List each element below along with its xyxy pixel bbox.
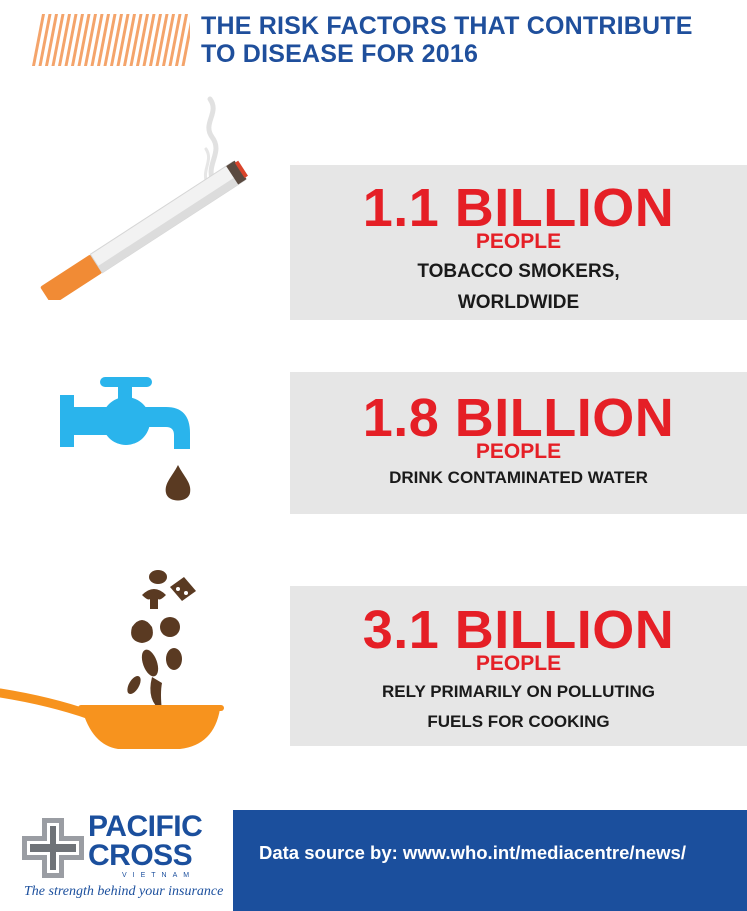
stat-description-line-1: TOBACCO SMOKERS, bbox=[417, 261, 620, 282]
logo-tagline: The strength behind your insurance bbox=[24, 884, 224, 899]
cigarette-icon bbox=[40, 96, 248, 300]
stripe bbox=[103, 14, 117, 66]
stat-description-line-2: FUELS FOR COOKING bbox=[427, 712, 610, 731]
stripe bbox=[162, 14, 175, 66]
stripe bbox=[110, 14, 123, 66]
stat-description-line-1: DRINK CONTAMINATED WATER bbox=[389, 468, 648, 487]
logo-wordmark: PACIFIC CROSS bbox=[88, 810, 203, 872]
page-title: THE RISK FACTORS THAT CONTRIBUTE TO DISE… bbox=[201, 12, 731, 68]
stripe bbox=[136, 14, 149, 66]
stat-unit: PEOPLE bbox=[475, 652, 562, 675]
logo-name-line-2: CROSS bbox=[88, 839, 193, 872]
footer-source-bar: Data source by: www.who.int/mediacentre/… bbox=[233, 810, 747, 911]
stat-value: 3.1 BILLION bbox=[362, 600, 675, 660]
stripe bbox=[168, 14, 182, 66]
cross-logo-icon bbox=[22, 818, 84, 878]
stat-description-line-2: WORLDWIDE bbox=[457, 292, 580, 313]
stripe bbox=[84, 14, 97, 66]
logo-name-line-1: PACIFIC bbox=[88, 810, 203, 843]
stripe bbox=[116, 14, 130, 66]
stat-card-tobacco: 1.1 BILLION PEOPLE TOBACCO SMOKERS, WORL… bbox=[290, 165, 747, 320]
stat-value: 1.8 BILLION bbox=[362, 388, 675, 448]
page-title-line-1: THE RISK FACTORS THAT CONTRIBUTE bbox=[201, 12, 693, 40]
stripe bbox=[155, 14, 169, 66]
decorative-stripes bbox=[32, 14, 190, 66]
frying-pan-icon bbox=[0, 570, 224, 749]
stripe bbox=[71, 14, 84, 66]
stripe bbox=[77, 14, 91, 66]
stripe bbox=[175, 14, 188, 66]
stripe bbox=[123, 14, 136, 66]
stat-description-line-1: RELY PRIMARILY ON POLLUTING bbox=[382, 682, 655, 701]
stripe bbox=[129, 14, 143, 66]
stripe bbox=[149, 14, 162, 66]
data-source-text: Data source by: www.who.int/mediacentre/… bbox=[259, 842, 686, 863]
stripe bbox=[45, 14, 58, 66]
stat-value: 1.1 BILLION bbox=[362, 178, 675, 238]
stat-unit: PEOPLE bbox=[475, 440, 562, 463]
stripe bbox=[32, 14, 45, 66]
stripe bbox=[64, 14, 78, 66]
page-title-line-2: TO DISEASE FOR 2016 bbox=[201, 40, 479, 68]
stat-unit: PEOPLE bbox=[475, 230, 562, 253]
stat-card-water: 1.8 BILLION PEOPLE DRINK CONTAMINATED WA… bbox=[290, 372, 747, 514]
faucet-icon bbox=[60, 377, 191, 501]
pacific-cross-logo: PACIFIC CROSS VIETNAM The strength behin… bbox=[20, 810, 224, 907]
stripe bbox=[97, 14, 110, 66]
stripe bbox=[142, 14, 156, 66]
stripe bbox=[38, 14, 52, 66]
stripe bbox=[90, 14, 104, 66]
stripe bbox=[58, 14, 71, 66]
logo-country: VIETNAM bbox=[122, 872, 196, 879]
stripe bbox=[181, 21, 190, 66]
stripe bbox=[51, 14, 65, 66]
stat-card-cooking-fuel: 3.1 BILLION PEOPLE RELY PRIMARILY ON POL… bbox=[290, 586, 747, 746]
